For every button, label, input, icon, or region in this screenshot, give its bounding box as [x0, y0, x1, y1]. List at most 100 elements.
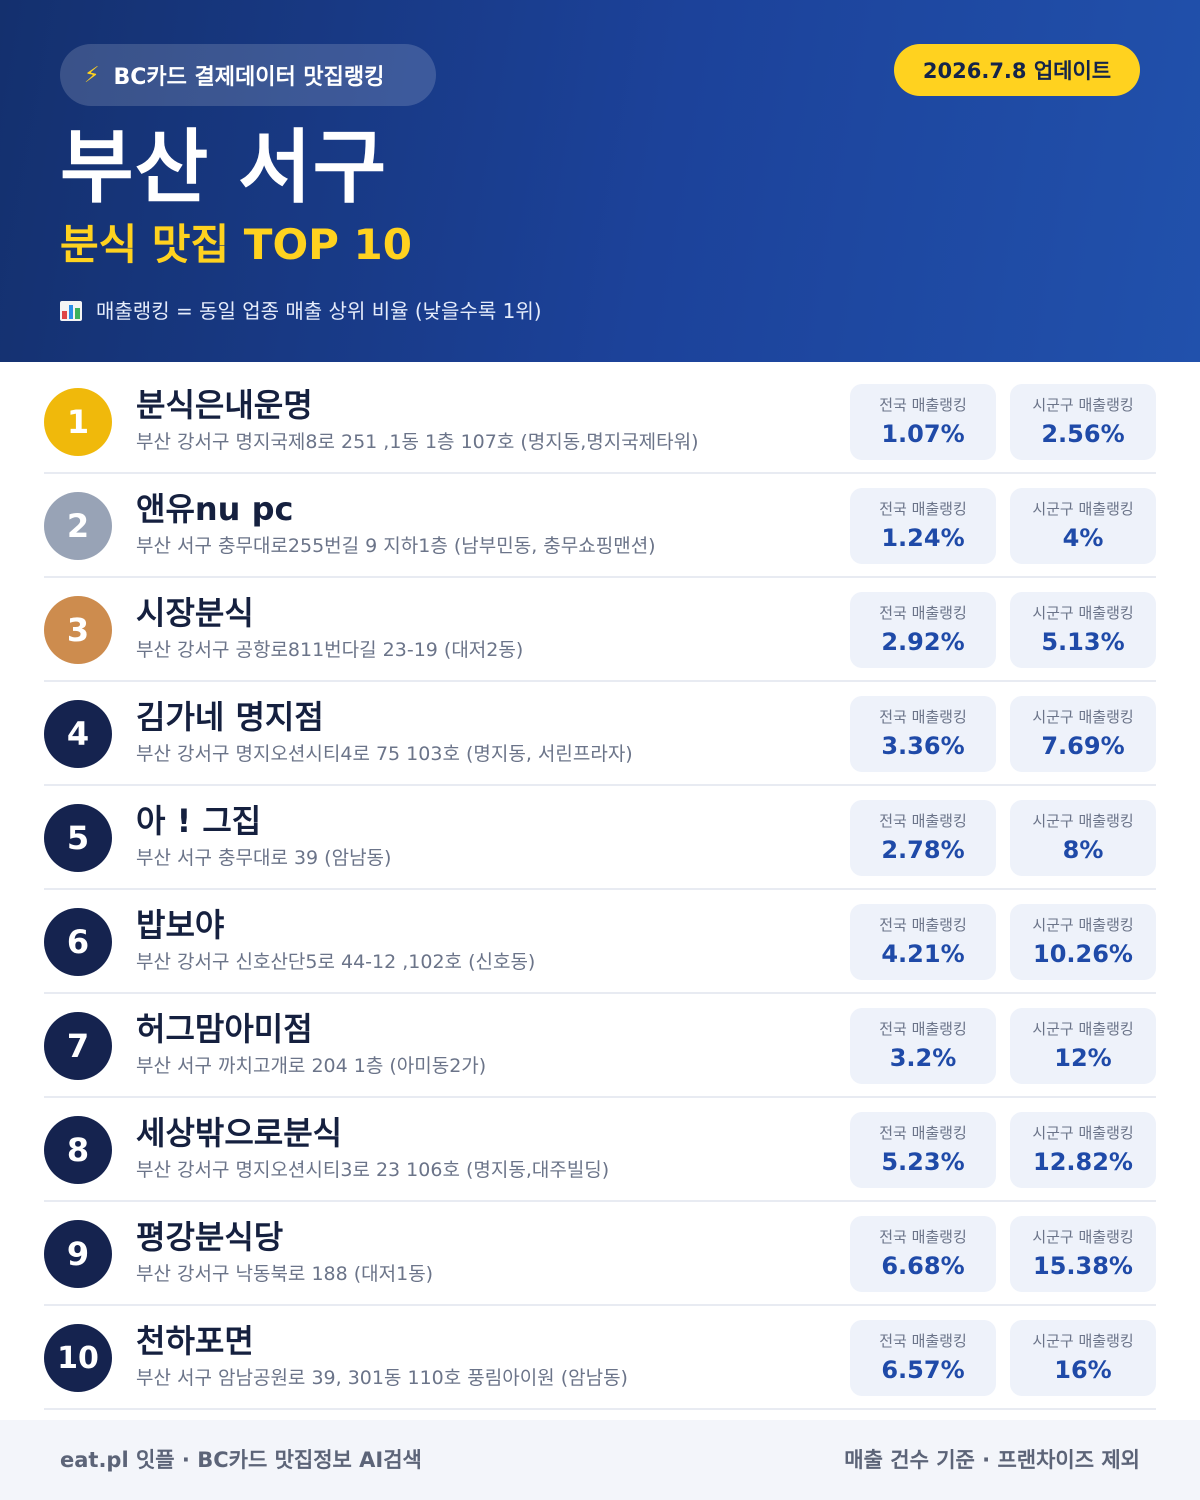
footer-source: eat.pl 잇플 · BC카드 맛집정보 AI검색: [60, 1448, 422, 1472]
restaurant-name: 천하포면: [136, 1322, 254, 1360]
national-ranking-value: 1.24%: [881, 524, 965, 552]
regional-ranking-label: 시군구 매출랭킹: [1032, 1124, 1134, 1142]
regional-ranking: 시군구 매출랭킹 15.38%: [1010, 1216, 1156, 1292]
national-ranking-label: 전국 매출랭킹: [879, 500, 967, 518]
regional-ranking: 시군구 매출랭킹 5.13%: [1010, 592, 1156, 668]
lightning-icon: ⚡: [84, 62, 100, 88]
regional-ranking-value: 4%: [1062, 524, 1104, 552]
national-ranking: 전국 매출랭킹 1.07%: [850, 384, 996, 460]
regional-ranking: 시군구 매출랭킹 7.69%: [1010, 696, 1156, 772]
rank-badge: 10: [44, 1324, 112, 1392]
page-subtitle: 분식 맛집 TOP 10: [60, 220, 413, 269]
ranking-list: 1 분식은내운명 부산 강서구 명지국제8로 251 ,1동 1층 107호 (명지…: [44, 370, 1156, 1410]
restaurant-name: 아 ! 그집: [136, 802, 262, 840]
restaurant-address: 부산 강서구 명지국제8로 251 ,1동 1층 107호 (명지동,명지국제타…: [136, 431, 699, 453]
national-ranking-value: 4.21%: [881, 940, 965, 968]
national-ranking-value: 1.07%: [881, 420, 965, 448]
list-item[interactable]: 4 김가네 명지점 부산 강서구 명지오션시티4로 75 103호 (명지동, 서린…: [44, 682, 1156, 786]
footer: eat.pl 잇플 · BC카드 맛집정보 AI검색 매출 건수 기준 · 프랜…: [0, 1420, 1200, 1500]
regional-ranking-label: 시군구 매출랭킹: [1032, 1020, 1134, 1038]
regional-ranking-label: 시군구 매출랭킹: [1032, 396, 1134, 414]
national-ranking-value: 2.92%: [881, 628, 965, 656]
restaurant-address: 부산 강서구 공항로811번다길 23-19 (대저2동): [136, 639, 524, 661]
national-ranking-value: 3.2%: [889, 1044, 957, 1072]
national-ranking-value: 5.23%: [881, 1148, 965, 1176]
restaurant-name: 시장분식: [136, 594, 254, 632]
regional-ranking-value: 12.82%: [1033, 1148, 1133, 1176]
national-ranking-label: 전국 매출랭킹: [879, 1228, 967, 1246]
national-ranking-label: 전국 매출랭킹: [879, 812, 967, 830]
header: ⚡ BC카드 결제데이터 맛집랭킹 2026.7.8 업데이트 부산 서구 분식…: [0, 0, 1200, 362]
regional-ranking-label: 시군구 매출랭킹: [1032, 812, 1134, 830]
list-item[interactable]: 2 앤유nu pc 부산 서구 충무대로255번길 9 지하1층 (남부민동, 충무…: [44, 474, 1156, 578]
page-title: 부산 서구: [60, 121, 388, 214]
update-date-badge: 2026.7.8 업데이트: [894, 44, 1140, 96]
restaurant-address: 부산 강서구 명지오션시티3로 23 106호 (명지동,대주빌딩): [136, 1159, 610, 1181]
regional-ranking-label: 시군구 매출랭킹: [1032, 1332, 1134, 1350]
rank-badge: 2: [44, 492, 112, 560]
restaurant-name: 평강분식당: [136, 1218, 284, 1256]
restaurant-name: 허그맘아미점: [136, 1010, 313, 1048]
national-ranking-label: 전국 매출랭킹: [879, 916, 967, 934]
regional-ranking: 시군구 매출랭킹 8%: [1010, 800, 1156, 876]
national-ranking: 전국 매출랭킹 3.36%: [850, 696, 996, 772]
national-ranking-value: 6.57%: [881, 1356, 965, 1384]
list-item[interactable]: 6 밥보야 부산 강서구 신호산단5로 44-12 ,102호 (신호동) 전국 매출…: [44, 890, 1156, 994]
national-ranking-value: 2.78%: [881, 836, 965, 864]
national-ranking-label: 전국 매출랭킹: [879, 1020, 967, 1038]
restaurant-name: 김가네 명지점: [136, 698, 324, 736]
footer-criteria: 매출 건수 기준 · 프랜차이즈 제외: [844, 1448, 1140, 1472]
rank-badge: 8: [44, 1116, 112, 1184]
national-ranking-label: 전국 매출랭킹: [879, 1124, 967, 1142]
rank-badge: 3: [44, 596, 112, 664]
national-ranking: 전국 매출랭킹 3.2%: [850, 1008, 996, 1084]
regional-ranking-label: 시군구 매출랭킹: [1032, 500, 1134, 518]
national-ranking-label: 전국 매출랭킹: [879, 708, 967, 726]
national-ranking-label: 전국 매출랭킹: [879, 1332, 967, 1350]
rank-badge: 4: [44, 700, 112, 768]
national-ranking-value: 3.36%: [881, 732, 965, 760]
regional-ranking-label: 시군구 매출랭킹: [1032, 604, 1134, 622]
bar-chart-icon: [60, 301, 82, 321]
national-ranking: 전국 매출랭킹 5.23%: [850, 1112, 996, 1188]
restaurant-address: 부산 강서구 신호산단5로 44-12 ,102호 (신호동): [136, 951, 536, 973]
regional-ranking-label: 시군구 매출랭킹: [1032, 708, 1134, 726]
rank-badge: 5: [44, 804, 112, 872]
regional-ranking: 시군구 매출랭킹 2.56%: [1010, 384, 1156, 460]
rank-badge: 1: [44, 388, 112, 456]
restaurant-address: 부산 서구 충무대로255번길 9 지하1층 (남부민동, 충무쇼핑맨션): [136, 535, 656, 557]
regional-ranking-value: 2.56%: [1041, 420, 1125, 448]
national-ranking-value: 6.68%: [881, 1252, 965, 1280]
rank-badge: 6: [44, 908, 112, 976]
national-ranking-label: 전국 매출랭킹: [879, 604, 967, 622]
restaurant-name: 앤유nu pc: [136, 490, 294, 528]
restaurant-name: 세상밖으로분식: [136, 1114, 343, 1152]
rank-badge: 9: [44, 1220, 112, 1288]
source-badge: ⚡ BC카드 결제데이터 맛집랭킹: [60, 44, 436, 106]
national-ranking: 전국 매출랭킹 6.68%: [850, 1216, 996, 1292]
regional-ranking-label: 시군구 매출랭킹: [1032, 916, 1134, 934]
national-ranking: 전국 매출랭킹 6.57%: [850, 1320, 996, 1396]
national-ranking: 전국 매출랭킹 1.24%: [850, 488, 996, 564]
national-ranking: 전국 매출랭킹 2.92%: [850, 592, 996, 668]
regional-ranking-label: 시군구 매출랭킹: [1032, 1228, 1134, 1246]
regional-ranking-value: 12%: [1054, 1044, 1112, 1072]
regional-ranking: 시군구 매출랭킹 16%: [1010, 1320, 1156, 1396]
list-item[interactable]: 1 분식은내운명 부산 강서구 명지국제8로 251 ,1동 1층 107호 (명지…: [44, 370, 1156, 474]
restaurant-address: 부산 강서구 낙동북로 188 (대저1동): [136, 1263, 434, 1285]
list-item[interactable]: 7 허그맘아미점 부산 서구 까치고개로 204 1층 (아미동2가) 전국 매출랭킹…: [44, 994, 1156, 1098]
ranking-note: 매출랭킹 = 동일 업종 매출 상위 비율 (낮을수록 1위): [60, 296, 542, 326]
restaurant-address: 부산 서구 충무대로 39 (암남동): [136, 847, 392, 869]
national-ranking: 전국 매출랭킹 2.78%: [850, 800, 996, 876]
restaurant-address: 부산 서구 암남공원로 39, 301동 110호 풍림아이원 (암남동): [136, 1367, 628, 1389]
regional-ranking-value: 7.69%: [1041, 732, 1125, 760]
regional-ranking-value: 15.38%: [1033, 1252, 1133, 1280]
regional-ranking-value: 10.26%: [1033, 940, 1133, 968]
national-ranking-label: 전국 매출랭킹: [879, 396, 967, 414]
national-ranking: 전국 매출랭킹 4.21%: [850, 904, 996, 980]
